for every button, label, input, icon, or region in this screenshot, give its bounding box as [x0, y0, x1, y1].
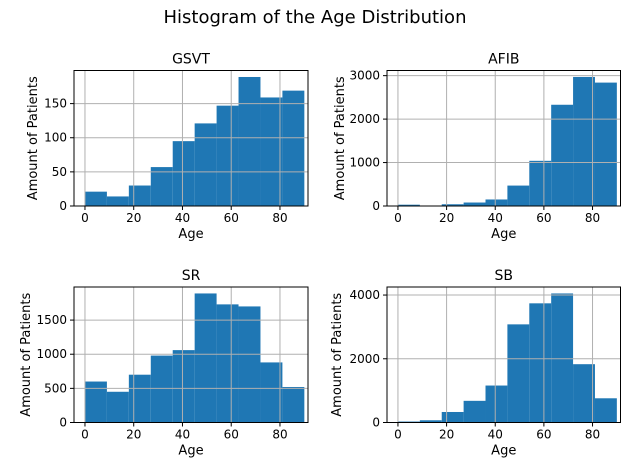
histogram-bar [216, 105, 239, 206]
y-axis-label: Amount of Patients [19, 293, 34, 417]
subplot-sr: 0 20 40 60 80 0 500 1000 1500 SR Age Amount of Pati… [19, 268, 309, 459]
x-tick-label: 20 [126, 211, 141, 225]
x-tick-label: 20 [126, 428, 141, 442]
histogram-bar [573, 76, 595, 206]
y-axis-label: Amount of Patients [330, 293, 345, 417]
y-tick-label: 1000 [349, 156, 380, 170]
y-tick-label: 1000 [36, 347, 67, 361]
y-tick-label: 500 [44, 381, 67, 395]
histogram-bar [529, 160, 552, 206]
x-axis-label: Age [491, 444, 516, 459]
x-tick-label: 60 [536, 428, 551, 442]
subplot-sb: 0 20 40 60 80 0 2000 4000 SB Age Amount of Patient… [330, 268, 621, 459]
histogram-bar [594, 398, 617, 423]
histogram-bar [551, 104, 574, 206]
x-tick-label: 0 [81, 211, 89, 225]
histogram-bar [397, 204, 420, 206]
histogram-bar [216, 304, 239, 423]
histogram-bar [106, 196, 129, 206]
y-tick-label: 150 [44, 97, 67, 111]
histogram-bar [419, 420, 442, 423]
histogram-bar [529, 303, 552, 423]
x-tick-label: 80 [585, 428, 600, 442]
y-tick-label: 50 [52, 165, 67, 179]
histogram-bar [84, 191, 107, 206]
subplot-title: AFIB [488, 52, 519, 68]
histogram-bar [194, 293, 217, 423]
x-tick-label: 40 [175, 428, 190, 442]
y-tick-label: 1500 [36, 313, 67, 327]
x-tick-label: 60 [536, 211, 551, 225]
subplot-afib: 0 20 40 60 80 0 1000 2000 3000 AFIB Age Amount of P… [333, 52, 621, 242]
histogram-bar [282, 386, 305, 423]
histogram-bar [507, 324, 530, 423]
x-tick-label: 60 [224, 428, 239, 442]
x-tick-label: 40 [488, 428, 503, 442]
histogram-bar [485, 385, 508, 423]
histogram-bar [150, 167, 173, 206]
x-axis-label: Age [491, 227, 516, 242]
histogram-bar [463, 202, 486, 206]
x-tick-label: 60 [224, 211, 239, 225]
y-tick-label: 0 [59, 416, 67, 430]
y-axis-label: Amount of Patients [26, 76, 41, 200]
histogram-bar [441, 204, 464, 206]
x-tick-label: 80 [585, 211, 600, 225]
histogram-bar [84, 381, 107, 423]
x-tick-label: 20 [439, 428, 454, 442]
x-tick-label: 80 [272, 428, 287, 442]
histogram-bar [194, 123, 217, 206]
histogram-bar [441, 411, 464, 423]
x-tick-label: 40 [175, 211, 190, 225]
y-tick-label: 4000 [349, 288, 380, 302]
y-tick-label: 0 [59, 199, 67, 213]
y-tick-label: 2000 [349, 352, 380, 366]
y-tick-label: 100 [44, 131, 67, 145]
histogram-bar [463, 400, 486, 423]
subplot-title: SR [182, 268, 201, 284]
subplot-gsvt: 0 20 40 60 80 0 50 100 150 GSVT Age Amount of Patie… [26, 52, 309, 242]
x-tick-label: 80 [272, 211, 287, 225]
subplot-title: SB [495, 268, 514, 284]
y-tick-label: 0 [372, 416, 380, 430]
axis-spine [386, 286, 621, 423]
histogram-bar [106, 391, 129, 423]
histogram-bar [260, 362, 283, 423]
x-tick-label: 0 [394, 211, 402, 225]
histogram-bar [260, 97, 283, 206]
x-tick-label: 20 [439, 211, 454, 225]
histogram-bar [128, 374, 151, 423]
x-axis-label: Age [178, 227, 203, 242]
y-tick-label: 0 [372, 199, 380, 213]
y-tick-label: 3000 [349, 69, 380, 83]
histogram-bar [128, 185, 151, 206]
histogram-bar [238, 76, 261, 206]
histogram-bar [282, 90, 305, 206]
y-axis-label: Amount of Patients [333, 76, 348, 200]
histogram-bar [507, 185, 530, 206]
axis-spine [73, 70, 309, 207]
subplot-title: GSVT [172, 52, 210, 68]
histogram-bar [172, 350, 195, 423]
histogram-bar [594, 82, 617, 206]
histogram-bar [551, 293, 574, 423]
x-tick-label: 0 [81, 428, 89, 442]
histogram-bar [150, 355, 173, 423]
histogram-bar [573, 364, 595, 423]
axis-spine [386, 70, 621, 207]
histogram-bar [238, 306, 261, 423]
x-axis-label: Age [178, 444, 203, 459]
y-tick-label: 2000 [349, 112, 380, 126]
histogram-bar [172, 141, 195, 206]
histogram-bar [485, 199, 508, 206]
axis-spine [73, 286, 309, 423]
figure-title: Histogram of the Age Distribution [163, 7, 467, 28]
x-tick-label: 40 [488, 211, 503, 225]
x-tick-label: 0 [394, 428, 402, 442]
